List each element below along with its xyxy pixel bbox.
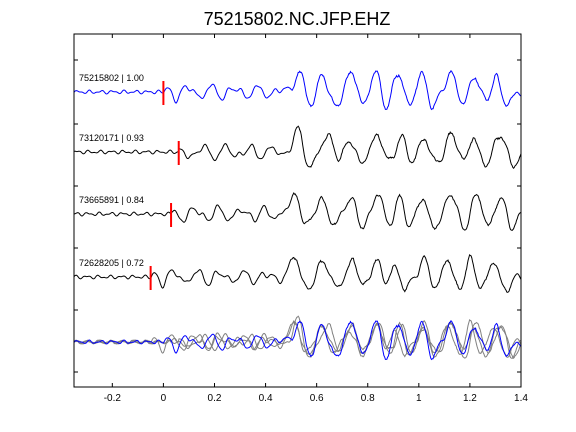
trace-line — [73, 191, 522, 231]
trace-line — [73, 125, 522, 169]
trace-label: 73665891 | 0.84 — [79, 195, 144, 205]
traces-group — [73, 70, 522, 361]
x-tick-label: 0.8 — [361, 393, 375, 404]
trace-label: 75215802 | 1.00 — [79, 73, 144, 83]
trace-line — [73, 254, 522, 293]
plot-frame — [73, 33, 522, 388]
overlay-trace-line — [73, 319, 522, 358]
x-tick-label: 0 — [161, 393, 167, 404]
trace-labels: 75215802 | 1.00 73120171 | 0.93 73665891 |… — [79, 73, 144, 268]
trace-label: 72628205 | 0.72 — [79, 258, 144, 268]
x-tick-label: 1 — [416, 393, 422, 404]
x-tick-label: -0.2 — [104, 393, 122, 404]
x-tick-label: 1.4 — [514, 393, 528, 404]
x-tick-label: 0.4 — [259, 393, 273, 404]
x-tick-label: 0.2 — [208, 393, 222, 404]
trace-label: 73120171 | 0.93 — [79, 133, 144, 143]
x-tick-label: 1.2 — [463, 393, 477, 404]
overlay-trace-line — [73, 320, 522, 361]
x-tick-label: 0.6 — [310, 393, 324, 404]
y-axis-ticks — [74, 59, 521, 373]
pick-markers — [149, 81, 180, 290]
trace-line — [73, 70, 522, 111]
x-axis: -0.2 0 0.2 0.4 0.6 0.8 1 1.2 1.4 — [104, 34, 528, 404]
chart-title: 75215802.NC.JFP.EHZ — [204, 9, 391, 29]
overlay-trace-line — [73, 315, 522, 359]
